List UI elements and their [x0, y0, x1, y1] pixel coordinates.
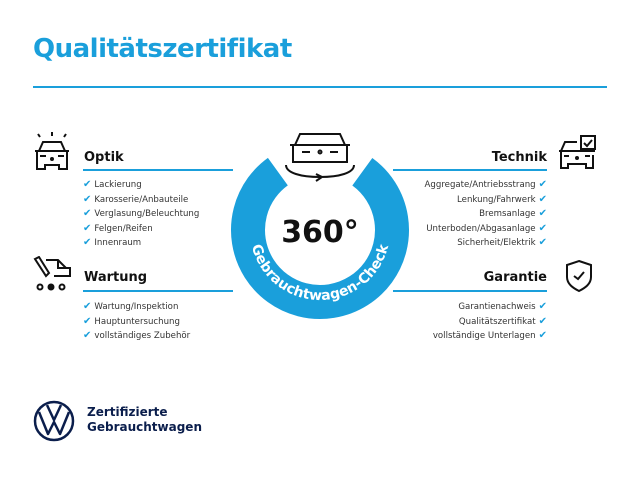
- check-icon: ✔: [83, 301, 92, 312]
- garantie-divider: [393, 290, 547, 292]
- list-item: Sicherheit/Elektrik ✔: [457, 237, 547, 249]
- wartung-list: ✔ Wartung/Inspektion ✔ Hauptuntersuchung ✔…: [83, 300, 190, 344]
- brand-text: Zertifizierte Gebrauchtwagen: [87, 405, 202, 435]
- wartung-heading: Wartung: [84, 270, 148, 285]
- garantie-list: Garantienachweis ✔ Qualitätszertifikat ✔ v…: [433, 300, 547, 344]
- list-item: vollständige Unterlagen ✔: [432, 330, 547, 342]
- title-divider: [33, 86, 607, 88]
- check-icon: ✔: [83, 237, 92, 249]
- wartung-divider: [83, 290, 233, 292]
- check-icon: ✔: [538, 179, 547, 190]
- optik-list: ✔ Lackierung ✔ Karosserie/Anbauteile ✔ Verg…: [83, 178, 199, 251]
- car-lights-icon: [35, 132, 69, 170]
- list-item: ✔ Lackierung: [83, 179, 142, 190]
- list-item: ✔ Karosserie/Anbauteile: [83, 193, 189, 205]
- vw-logo: [33, 400, 75, 442]
- check-icon: ✔: [538, 301, 547, 312]
- list-item: Aggregate/Antriebsstrang ✔: [424, 179, 547, 190]
- check-icon: ✔: [538, 330, 547, 342]
- check-icon: ✔: [538, 193, 547, 205]
- car-checkbox-icon: [559, 135, 596, 169]
- shield-check-icon: [566, 259, 592, 293]
- brand-line2: Gebrauchtwagen: [87, 420, 202, 434]
- check-icon: ✔: [538, 208, 547, 220]
- car-rotate-icon: [285, 133, 355, 182]
- garantie-heading: Garantie: [483, 270, 547, 285]
- check-icon: ✔: [83, 315, 92, 327]
- check-icon: ✔: [83, 193, 92, 205]
- check-icon: ✔: [83, 222, 92, 234]
- check-360-badge: 360° Gebrauchtwagen-Check: [231, 133, 409, 319]
- 360-label: 360°: [281, 215, 359, 250]
- check-icon: ✔: [538, 222, 547, 234]
- check-icon: ✔: [83, 208, 92, 220]
- list-item: ✔ Felgen/Reifen: [83, 222, 153, 234]
- page-title: Qualitätszertifikat: [33, 34, 292, 64]
- list-item: Bremsanlage ✔: [479, 208, 547, 220]
- check-icon: ✔: [538, 315, 547, 327]
- technik-list: Aggregate/Antriebsstrang ✔ Lenkung/Fahrwe…: [425, 178, 547, 251]
- optik-heading: Optik: [84, 150, 124, 165]
- check-icon: ✔: [83, 330, 92, 342]
- list-item: ✔ Innenraum: [83, 237, 142, 249]
- technik-heading: Technik: [491, 150, 547, 165]
- list-item: Unterboden/Abgasanlage ✔: [426, 222, 547, 234]
- check-icon: ✔: [538, 237, 547, 249]
- list-item: ✔ Wartung/Inspektion: [83, 301, 179, 312]
- service-car-icon: [33, 256, 71, 291]
- list-item: ✔ Hauptuntersuchung: [83, 315, 180, 327]
- check-icon: ✔: [83, 179, 92, 190]
- list-item: Qualitätszertifikat ✔: [458, 315, 547, 327]
- list-item: ✔ Verglasung/Beleuchtung: [83, 208, 200, 220]
- brand-line1: Zertifizierte: [87, 405, 168, 419]
- list-item: Garantienachweis ✔: [458, 301, 547, 312]
- optik-divider: [83, 169, 233, 171]
- technik-divider: [393, 169, 547, 171]
- list-item: Lenkung/Fahrwerk ✔: [457, 193, 547, 205]
- list-item: ✔ vollständiges Zubehör: [83, 330, 191, 342]
